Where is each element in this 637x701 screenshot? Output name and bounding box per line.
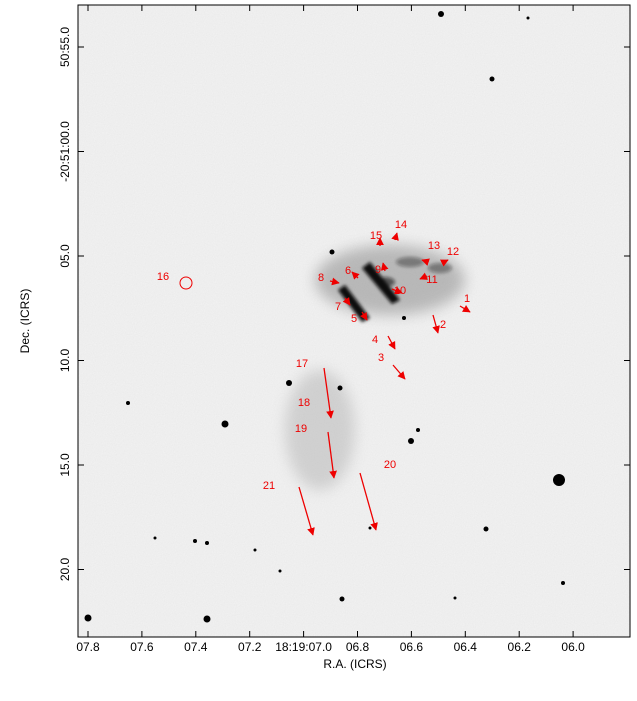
motion-arrow xyxy=(439,259,449,267)
source-label: 1 xyxy=(464,293,470,305)
y-tick-label: -20:51:00.0 xyxy=(58,121,72,182)
motion-arrow xyxy=(391,286,403,295)
motion-arrow xyxy=(421,258,430,266)
frame xyxy=(77,4,631,638)
axes: 07.8 07.6 07.4 07.2 18:19:07.0 06.8 06.6 06.4 06… xyxy=(58,5,630,654)
marker-circle xyxy=(179,276,193,290)
motion-arrow xyxy=(392,364,406,380)
y-tick-label: 15.0 xyxy=(58,453,72,477)
motion-arrow xyxy=(459,305,471,313)
motion-arrow xyxy=(298,486,315,536)
y-axis-label: Dec. (ICRS) xyxy=(18,289,32,354)
motion-arrow xyxy=(419,272,428,280)
arrows xyxy=(298,232,471,536)
motion-arrow xyxy=(327,431,337,479)
x-tick-label: 07.8 xyxy=(76,640,100,654)
source-label: 10 xyxy=(394,285,406,297)
source-label: 17 xyxy=(296,358,308,370)
source-label: 15 xyxy=(370,230,382,242)
x-tick-label: 06.2 xyxy=(508,640,532,654)
sky-image xyxy=(78,5,630,637)
source-label: 9 xyxy=(375,264,381,276)
motion-arrow xyxy=(380,262,389,272)
source-label: 12 xyxy=(447,246,459,258)
x-tick-label: 07.4 xyxy=(184,640,208,654)
motion-arrow xyxy=(387,335,396,350)
motion-arrow xyxy=(359,472,378,531)
source-label: 6 xyxy=(345,265,351,277)
source-label: 3 xyxy=(378,352,384,364)
source-label: 20 xyxy=(384,459,396,471)
motion-arrow xyxy=(342,297,351,306)
source-label: 21 xyxy=(263,480,275,492)
source-label: 16 xyxy=(157,271,169,283)
source-label: 7 xyxy=(335,301,341,313)
source-label: 5 xyxy=(351,313,357,325)
motion-arrow xyxy=(323,367,334,419)
source-label: 13 xyxy=(428,240,440,252)
y-tick-label: 05.0 xyxy=(58,244,72,268)
source-label: 19 xyxy=(295,423,307,435)
x-tick-label: 18:19:07.0 xyxy=(275,640,332,654)
motion-arrow xyxy=(432,314,440,334)
source-label: 2 xyxy=(440,319,446,331)
x-tick-label: 06.4 xyxy=(454,640,478,654)
source-label: 18 xyxy=(298,397,310,409)
x-tick-label: 06.6 xyxy=(400,640,424,654)
x-tick-label: 07.2 xyxy=(238,640,262,654)
x-tick-label: 07.6 xyxy=(130,640,154,654)
x-axis-label: R.A. (ICRS) xyxy=(323,657,386,671)
source-label: 8 xyxy=(318,272,324,284)
y-tick-label: 10.0 xyxy=(58,348,72,372)
motion-arrow xyxy=(391,232,399,241)
y-tick-label: 50:55.0 xyxy=(58,27,72,67)
motion-arrow xyxy=(359,311,368,321)
source-label: 4 xyxy=(372,334,378,346)
x-tick-label: 06.8 xyxy=(346,640,370,654)
motion-arrow xyxy=(351,271,360,280)
source-label: 11 xyxy=(426,274,437,286)
source-label: 14 xyxy=(395,219,407,231)
motion-arrow xyxy=(329,277,340,286)
y-tick-label: 20.0 xyxy=(58,557,72,581)
x-tick-label: 06.0 xyxy=(561,640,585,654)
